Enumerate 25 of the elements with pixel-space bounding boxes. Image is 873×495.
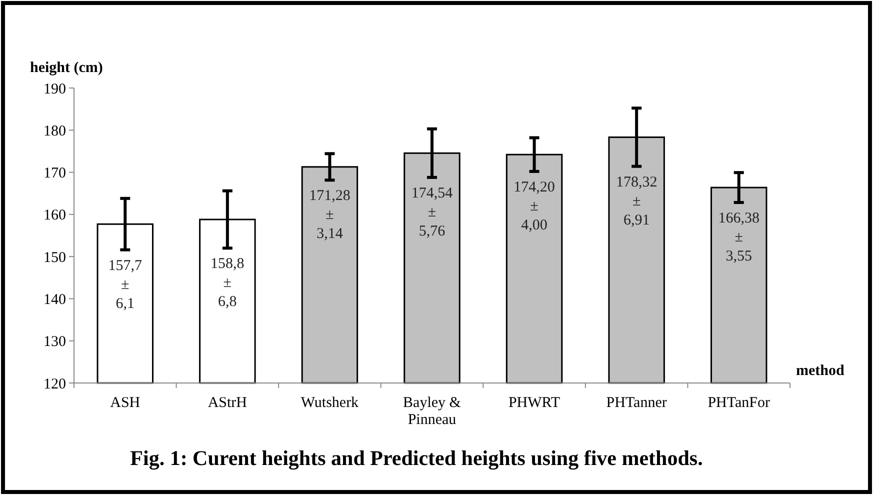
data-label: 166,38 ± 3,55 bbox=[718, 210, 760, 264]
x-tick-label: PHTanFor bbox=[708, 395, 770, 411]
data-label: 158,8 ± 6,8 bbox=[210, 256, 244, 310]
y-tick-label: 160 bbox=[44, 208, 66, 224]
y-tick-label: 120 bbox=[44, 376, 66, 392]
x-tick-label: AStrH bbox=[208, 395, 248, 411]
x-tick-label: PHWRT bbox=[508, 395, 560, 411]
data-label: 171,28 ± 3,14 bbox=[309, 188, 350, 242]
data-label: 178,32 ± 6,91 bbox=[616, 174, 658, 228]
y-tick-label: 180 bbox=[44, 123, 66, 140]
data-label: 157,7 ± 6,1 bbox=[108, 258, 143, 312]
y-tick-label: 150 bbox=[44, 250, 66, 266]
x-axis-title: method bbox=[796, 363, 845, 379]
text: Fig. 1: Curent heights and Predicted heights using five methods. bbox=[130, 446, 703, 470]
x-tick-label: Wutsherk bbox=[300, 395, 360, 411]
y-axis-title: height (cm) bbox=[30, 60, 103, 76]
y-tick-label: 130 bbox=[44, 334, 66, 350]
y-tick-label: 170 bbox=[44, 166, 66, 182]
data-label: 174,54 ± 5,76 bbox=[411, 185, 454, 240]
x-tick-label: PHTanner bbox=[606, 395, 667, 411]
data-label: 174,20 ± 4,00 bbox=[514, 179, 555, 234]
y-tick-label: 140 bbox=[44, 292, 66, 308]
x-tick-label: Bayley & Pinneau bbox=[403, 395, 462, 428]
x-tick-label: ASH bbox=[110, 395, 140, 411]
y-tick-label: 190 bbox=[44, 81, 66, 98]
